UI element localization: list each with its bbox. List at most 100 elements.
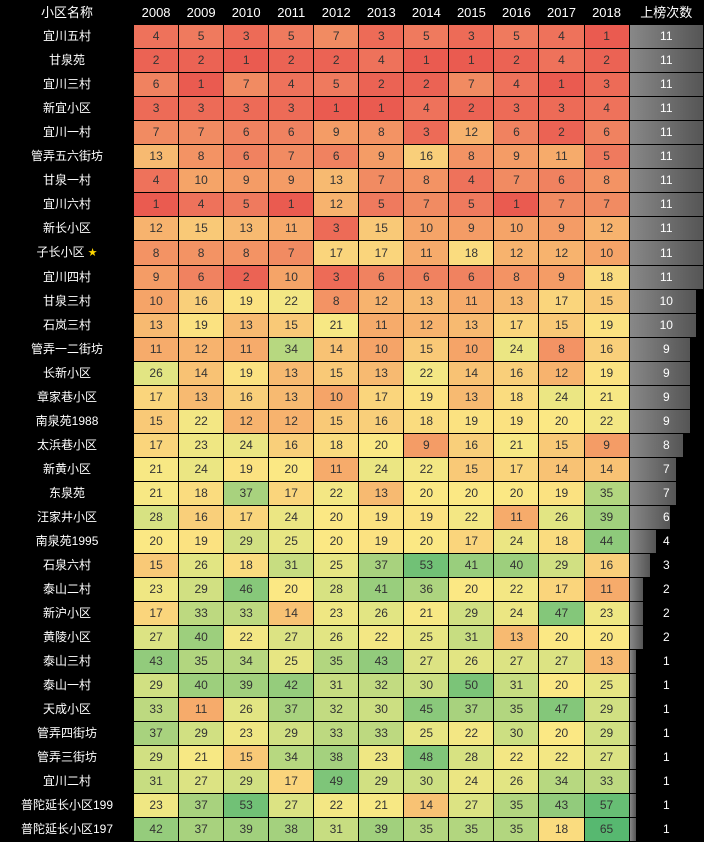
count-cell: 9	[629, 362, 703, 386]
heat-cell: 17	[539, 290, 584, 314]
heat-cell: 29	[269, 722, 314, 746]
heat-cell: 20	[269, 458, 314, 482]
heat-cell: 29	[134, 674, 179, 698]
heat-cell: 10	[494, 217, 539, 241]
heat-cell: 16	[179, 506, 224, 530]
heat-cell: 5	[269, 25, 314, 49]
row-name: 黄陵小区	[1, 626, 134, 650]
heat-cell: 43	[539, 794, 584, 818]
heat-cell: 33	[359, 722, 404, 746]
heat-cell: 20	[359, 434, 404, 458]
heat-cell: 15	[539, 314, 584, 338]
heat-cell: 4	[539, 49, 584, 73]
heat-cell: 10	[134, 290, 179, 314]
heat-cell: 9	[539, 217, 584, 241]
heat-cell: 29	[584, 722, 629, 746]
heat-cell: 19	[494, 410, 539, 434]
heat-cell: 37	[179, 818, 224, 842]
heat-cell: 6	[224, 121, 269, 145]
heat-cell: 8	[449, 145, 494, 169]
row-name: 章家巷小区	[1, 386, 134, 410]
header-count: 上榜次数	[629, 1, 703, 25]
heat-cell: 35	[179, 650, 224, 674]
heat-cell: 1	[449, 49, 494, 73]
heat-cell: 16	[449, 434, 494, 458]
table-row: 甘泉三村10161922812131113171510	[1, 290, 704, 314]
heat-cell: 20	[134, 530, 179, 554]
heat-cell: 19	[584, 314, 629, 338]
heat-cell: 9	[449, 217, 494, 241]
table-row: 南泉苑198815221212151618191920229	[1, 410, 704, 434]
count-cell: 11	[629, 193, 703, 217]
heat-cell: 1	[404, 49, 449, 73]
heat-cell: 25	[404, 626, 449, 650]
heat-cell: 25	[269, 530, 314, 554]
heat-cell: 8	[224, 241, 269, 266]
heat-cell: 15	[134, 410, 179, 434]
heat-cell: 4	[179, 193, 224, 217]
table-row: 管弄一二街坊1112113414101510248169	[1, 338, 704, 362]
heat-cell: 2	[404, 73, 449, 97]
header-year: 2018	[584, 1, 629, 25]
heat-cell: 22	[404, 458, 449, 482]
heat-cell: 18	[404, 410, 449, 434]
heat-cell: 49	[314, 770, 359, 794]
heat-cell: 24	[224, 434, 269, 458]
heat-cell: 27	[269, 794, 314, 818]
heat-cell: 11	[404, 241, 449, 266]
heat-cell: 23	[359, 746, 404, 770]
heat-cell: 53	[224, 794, 269, 818]
header-row: 小区名称 20082009201020112012201320142015201…	[1, 1, 704, 25]
header-name: 小区名称	[1, 1, 134, 25]
heat-cell: 13	[224, 314, 269, 338]
count-cell: 1	[629, 698, 703, 722]
heat-cell: 23	[134, 578, 179, 602]
heat-cell: 16	[269, 434, 314, 458]
heat-cell: 17	[494, 458, 539, 482]
heat-cell: 7	[269, 145, 314, 169]
heat-cell: 17	[134, 602, 179, 626]
heat-cell: 7	[449, 73, 494, 97]
heat-cell: 7	[224, 73, 269, 97]
heat-cell: 17	[359, 386, 404, 410]
count-cell: 9	[629, 338, 703, 362]
heat-cell: 11	[539, 145, 584, 169]
heat-cell: 1	[134, 193, 179, 217]
heat-cell: 29	[224, 770, 269, 794]
heat-cell: 22	[314, 482, 359, 506]
heat-cell: 19	[224, 290, 269, 314]
heat-cell: 31	[494, 674, 539, 698]
count-cell: 2	[629, 626, 703, 650]
heat-cell: 27	[269, 626, 314, 650]
heat-cell: 35	[494, 818, 539, 842]
heat-cell: 29	[134, 746, 179, 770]
heat-cell: 16	[179, 290, 224, 314]
heat-cell: 14	[449, 362, 494, 386]
count-cell: 1	[629, 722, 703, 746]
heat-cell: 21	[359, 794, 404, 818]
heat-cell: 20	[584, 626, 629, 650]
heat-cell: 12	[539, 362, 584, 386]
heat-cell: 9	[404, 434, 449, 458]
heat-cell: 13	[359, 482, 404, 506]
heat-cell: 2	[359, 73, 404, 97]
heat-cell: 13	[449, 314, 494, 338]
table-row: 新长小区121513113151091091211	[1, 217, 704, 241]
heat-cell: 32	[314, 698, 359, 722]
heat-cell: 26	[359, 602, 404, 626]
heat-cell: 35	[449, 818, 494, 842]
heat-cell: 18	[584, 266, 629, 290]
heat-cell: 32	[359, 674, 404, 698]
header-year: 2013	[359, 1, 404, 25]
heat-cell: 20	[269, 578, 314, 602]
heat-cell: 6	[269, 121, 314, 145]
heat-cell: 3	[224, 97, 269, 121]
heat-cell: 4	[404, 97, 449, 121]
heat-cell: 20	[314, 530, 359, 554]
heat-cell: 30	[404, 674, 449, 698]
row-name: 管弄五六街坊	[1, 145, 134, 169]
count-cell: 2	[629, 602, 703, 626]
heat-cell: 29	[224, 530, 269, 554]
count-cell: 11	[629, 73, 703, 97]
heat-cell: 21	[134, 458, 179, 482]
